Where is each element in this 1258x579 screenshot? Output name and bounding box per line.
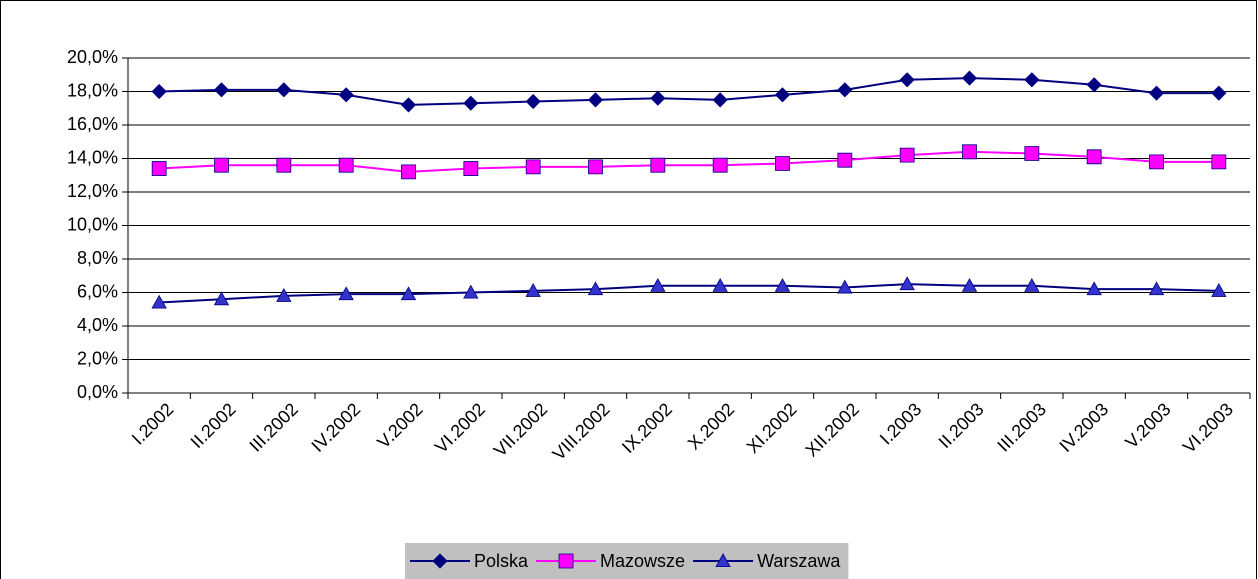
marker <box>151 161 167 176</box>
marker <box>715 553 731 567</box>
marker <box>276 157 292 173</box>
y-tick-label: 18,0% <box>67 80 118 100</box>
marker <box>401 164 416 180</box>
marker <box>712 92 728 108</box>
marker <box>899 276 915 291</box>
y-tick-label: 16,0% <box>67 114 118 134</box>
marker <box>1086 281 1102 296</box>
marker <box>1024 146 1040 161</box>
marker <box>712 277 728 292</box>
legend-box <box>405 543 849 579</box>
marker <box>587 281 604 296</box>
legend-label: Mazowsze <box>600 551 685 571</box>
marker <box>961 277 978 292</box>
marker <box>1149 154 1164 170</box>
marker <box>1024 277 1040 292</box>
marker <box>1148 85 1165 101</box>
marker <box>463 284 479 299</box>
legend-label: Polska <box>474 551 529 571</box>
marker <box>1211 85 1227 101</box>
legend: Polska Mazowsze Warszawa <box>405 543 849 579</box>
marker <box>837 152 853 168</box>
y-tick-label: 12,0% <box>67 181 118 201</box>
y-tick-label: 6,0% <box>77 281 118 301</box>
marker <box>899 147 915 163</box>
legend-label: Warszawa <box>757 551 841 571</box>
marker <box>837 279 853 294</box>
marker <box>400 286 417 301</box>
y-tick-label: 14,0% <box>67 147 118 167</box>
marker <box>151 294 167 309</box>
marker <box>338 87 354 103</box>
marker <box>214 157 229 173</box>
marker <box>151 83 167 100</box>
series-line <box>159 283 1219 304</box>
marker <box>338 157 354 173</box>
marker <box>213 82 230 98</box>
y-tick-label: 10,0% <box>67 214 118 234</box>
marker <box>558 553 574 569</box>
series-line <box>159 150 1219 173</box>
marker <box>775 156 790 171</box>
marker <box>650 90 666 106</box>
marker <box>1211 283 1227 297</box>
y-tick-label: 0,0% <box>77 382 118 402</box>
marker <box>899 72 915 88</box>
y-tick-label: 8,0% <box>77 248 118 268</box>
marker <box>1086 77 1102 93</box>
marker <box>1086 149 1102 165</box>
marker <box>587 92 604 108</box>
y-tick-label: 20,0% <box>67 47 118 67</box>
marker <box>962 144 977 160</box>
marker <box>837 82 853 98</box>
marker <box>961 70 978 86</box>
marker <box>338 286 354 301</box>
marker <box>463 161 479 176</box>
y-tick-label: 2,0% <box>77 348 118 368</box>
marker <box>525 93 541 110</box>
marker <box>525 283 541 297</box>
marker <box>650 157 666 173</box>
marker <box>432 553 448 569</box>
marker <box>774 87 791 103</box>
y-tick-label: 4,0% <box>77 315 118 335</box>
marker <box>276 288 292 302</box>
marker <box>276 82 292 98</box>
marker <box>1024 72 1040 88</box>
marker <box>463 95 479 111</box>
marker <box>1211 154 1227 170</box>
marker <box>525 159 541 175</box>
marker <box>213 291 230 306</box>
marker <box>588 159 603 175</box>
series-line <box>159 77 1219 106</box>
marker <box>650 277 666 292</box>
marker <box>1148 281 1165 296</box>
marker <box>774 277 791 292</box>
marker <box>400 97 417 113</box>
marker <box>712 157 728 173</box>
